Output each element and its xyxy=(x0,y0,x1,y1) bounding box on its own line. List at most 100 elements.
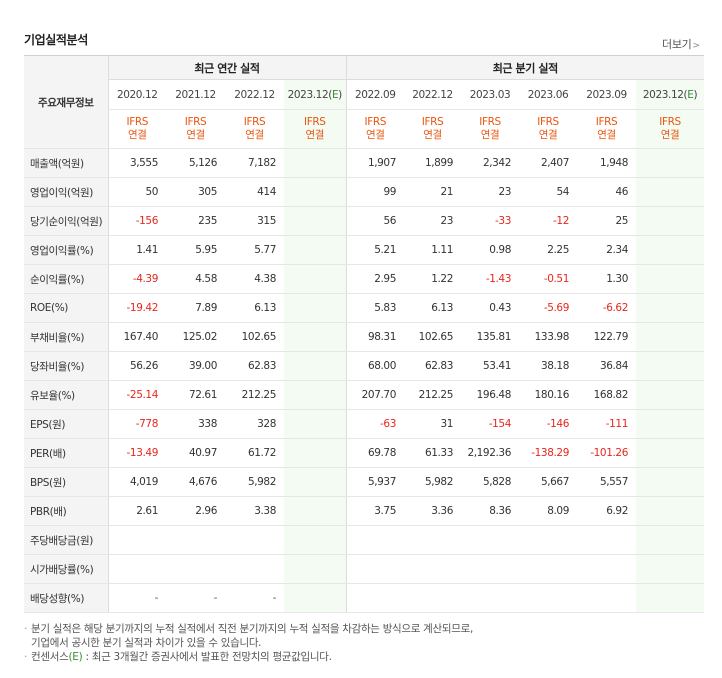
table-cell: 69.78 xyxy=(345,438,404,468)
table-cell xyxy=(284,380,346,410)
table-cell xyxy=(284,148,346,178)
table-cell xyxy=(284,322,346,352)
period-header: 2022.09 xyxy=(345,79,404,110)
label-header: 주요재무정보 xyxy=(24,55,108,149)
row-label: 영업이익률(%) xyxy=(24,235,108,265)
row-label: PER(배) xyxy=(24,438,108,468)
table-cell: 99 xyxy=(345,177,404,207)
row-label: 당기순이익(억원) xyxy=(24,206,108,236)
table-cell: -101.26 xyxy=(577,438,636,468)
table-cell: 1,899 xyxy=(404,148,461,178)
note-line-2: 기업에서 공시한 분기 실적과 차이가 있을 수 있습니다. xyxy=(31,637,262,649)
table-cell: 2.95 xyxy=(345,264,404,294)
table-cell xyxy=(519,554,577,584)
table-cell: -154 xyxy=(461,409,519,439)
table-cell: 0.98 xyxy=(461,235,519,265)
table-cell xyxy=(636,148,705,178)
table-cell: 2.25 xyxy=(519,235,577,265)
table-cell: 2.61 xyxy=(107,496,166,526)
table-cell: - xyxy=(107,583,166,613)
table-cell: -25.14 xyxy=(107,380,166,410)
table-cell xyxy=(404,583,461,613)
standard-bottom: 연결 xyxy=(597,129,616,141)
period-text: 2023.12 xyxy=(287,88,329,101)
row-label: 부채비율(%) xyxy=(24,322,108,352)
table-cell xyxy=(166,525,225,555)
more-link[interactable]: 더보기> xyxy=(662,36,700,52)
table-cell: 6.13 xyxy=(225,293,284,323)
table-cell: 61.33 xyxy=(404,438,461,468)
table-cell xyxy=(636,409,705,439)
table-row: 주당배당금(원) xyxy=(24,525,705,555)
table-cell: 4,019 xyxy=(107,467,166,497)
group-quarter-header: 최근 분기 실적 xyxy=(345,55,705,80)
table-cell: 328 xyxy=(225,409,284,439)
period-header: 2020.12 xyxy=(107,79,166,110)
table-cell: 61.72 xyxy=(225,438,284,468)
table-cell: 5,937 xyxy=(345,467,404,497)
table-cell: 102.65 xyxy=(225,322,284,352)
standard-bottom: 연결 xyxy=(245,129,264,141)
standard-top: IFRS xyxy=(304,116,326,128)
table-cell xyxy=(284,351,346,381)
table-cell: 196.48 xyxy=(461,380,519,410)
standard-top: IFRS xyxy=(243,116,266,128)
standard-top: IFRS xyxy=(364,116,387,128)
table-cell: -138.29 xyxy=(519,438,577,468)
table-cell: 21 xyxy=(404,177,461,207)
table-cell: 4,676 xyxy=(166,467,225,497)
row-label: 순이익률(%) xyxy=(24,264,108,294)
table-cell xyxy=(636,583,705,613)
row-label: 당좌비율(%) xyxy=(24,351,108,381)
table-cell: 5.95 xyxy=(166,235,225,265)
table-cell xyxy=(225,525,284,555)
table-cell: 5.83 xyxy=(345,293,404,323)
table-cell: 53.41 xyxy=(461,351,519,381)
table-cell xyxy=(519,583,577,613)
table-cell: 6.92 xyxy=(577,496,636,526)
estimate-mark: E xyxy=(687,88,694,101)
standard-bottom: 연결 xyxy=(186,129,205,141)
table-cell: 38.18 xyxy=(519,351,577,381)
table-cell: -5.69 xyxy=(519,293,577,323)
table-cell xyxy=(577,583,636,613)
standard-header-row: IFRS 연결 IFRS 연결 IFRS 연결 IFRS 연결 IFRS 연결 IFRS 연결 IFRS… xyxy=(24,109,705,149)
table-cell: -111 xyxy=(577,409,636,439)
table-cell xyxy=(284,438,346,468)
period-text: 2023.12 xyxy=(642,88,684,101)
period-header: 2023.12(E) xyxy=(636,79,705,110)
row-label: 영업이익(억원) xyxy=(24,177,108,207)
table-cell xyxy=(577,525,636,555)
table-cell xyxy=(284,409,346,439)
table-cell xyxy=(107,554,166,584)
table-cell: -4.39 xyxy=(107,264,166,294)
table-cell: -33 xyxy=(461,206,519,236)
table-cell: 338 xyxy=(166,409,225,439)
table-cell: 6.13 xyxy=(404,293,461,323)
table-row: 당좌비율(%) 56.26 39.00 62.83 68.00 62.83 53.41 38.… xyxy=(24,351,705,381)
table-row: 매출액(억원) 3,555 5,126 7,182 1,907 1,899 2,342 2,4… xyxy=(24,148,705,178)
accounting-standard: IFRS 연결 xyxy=(345,109,404,149)
more-label[interactable]: 더보기 xyxy=(662,38,692,51)
row-label: ROE(%) xyxy=(24,293,108,323)
table-cell: 3.38 xyxy=(225,496,284,526)
table-cell: 180.16 xyxy=(519,380,577,410)
table-cell: 56.26 xyxy=(107,351,166,381)
table-cell: 305 xyxy=(166,177,225,207)
accounting-standard: IFRS 연결 xyxy=(284,109,346,149)
table-cell xyxy=(461,583,519,613)
table-row: 당기순이익(억원) -156 235 315 56 23 -33 -12 25 xyxy=(24,206,705,236)
table-cell xyxy=(284,554,346,584)
table-body: 매출액(억원) 3,555 5,126 7,182 1,907 1,899 2,342 2,4… xyxy=(24,148,705,613)
table-cell xyxy=(636,438,705,468)
bullet-icon: · xyxy=(24,623,28,635)
table-cell xyxy=(284,496,346,526)
accounting-standard: IFRS 연결 xyxy=(461,109,519,149)
table-cell: 1,948 xyxy=(577,148,636,178)
table-row: ROE(%) -19.42 7.89 6.13 5.83 6.13 0.43 -5.69 -6.… xyxy=(24,293,705,323)
standard-top: IFRS xyxy=(421,116,444,128)
table-cell: 46 xyxy=(577,177,636,207)
table-cell xyxy=(345,583,404,613)
row-label: PBR(배) xyxy=(24,496,108,526)
table-row: PER(배) -13.49 40.97 61.72 69.78 61.33 2,192.36… xyxy=(24,438,705,468)
